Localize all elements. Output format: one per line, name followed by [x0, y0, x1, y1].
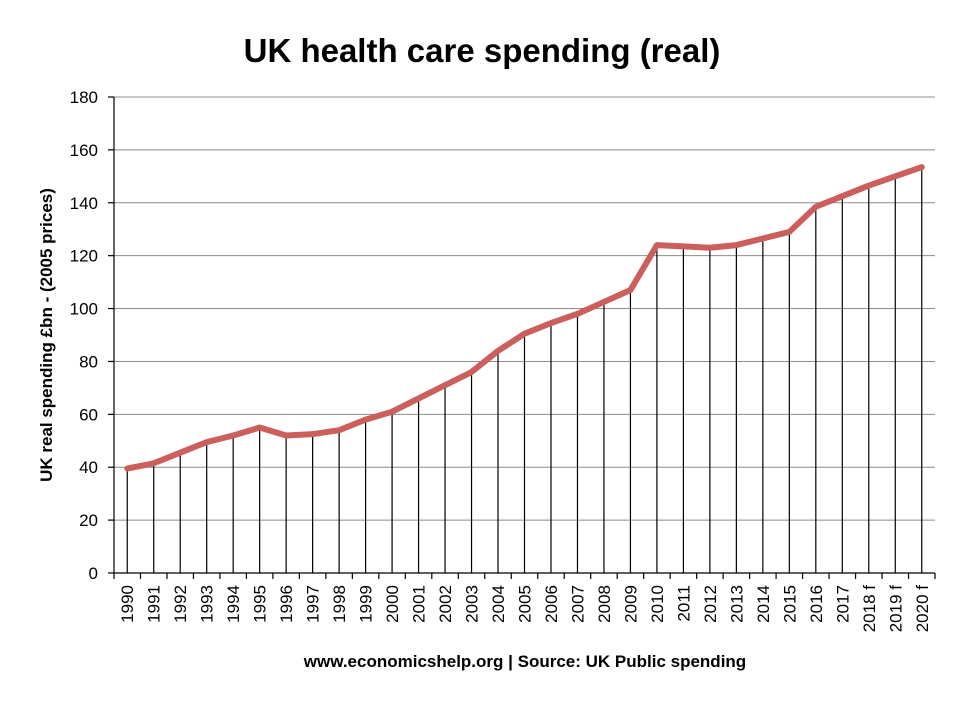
data-point: [548, 320, 554, 326]
data-point: [336, 427, 342, 433]
source-label: www.economicshelp.org | Source: UK Publi…: [303, 652, 746, 671]
y-tick-label: 100: [70, 300, 98, 319]
x-axis-ticks: 1990 1991 1992 1993 1994 1995 1996 1997 1998 1999…: [113, 573, 936, 633]
x-tick-label: 2017: [833, 585, 852, 623]
x-tick-label: 1991: [145, 585, 164, 623]
x-tick-label: 1999: [357, 585, 376, 623]
data-point: [283, 432, 289, 439]
x-tick-label: 2004: [489, 585, 508, 623]
x-tick-label: 2007: [568, 585, 587, 623]
y-tick-label: 0: [89, 564, 98, 583]
chart-title: UK health care spending (real): [244, 32, 721, 69]
gridlines: [114, 96, 935, 521]
data-point: [151, 460, 157, 466]
x-tick-label: 2001: [410, 585, 429, 623]
data-point: [257, 424, 263, 431]
x-tick-label: 1990: [118, 585, 137, 623]
x-tick-label: 2020 f: [913, 585, 932, 633]
x-tick-label: 2019 f: [886, 585, 905, 633]
data-point: [177, 450, 183, 456]
y-tick-label: 120: [70, 247, 98, 266]
x-tick-label: 1993: [198, 585, 217, 623]
y-tick-label: 80: [79, 352, 98, 371]
x-tick-label: 2016: [807, 585, 826, 623]
data-point: [204, 439, 210, 445]
data-point: [468, 369, 475, 375]
x-tick-label: 1998: [330, 585, 349, 623]
data-point: [680, 243, 687, 250]
y-tick-label: 40: [79, 458, 98, 477]
data-point: [442, 382, 448, 388]
data-point: [707, 245, 713, 251]
data-point: [124, 465, 130, 472]
x-tick-label: 1997: [304, 585, 323, 623]
x-tick-label: 2015: [780, 585, 799, 623]
data-point: [919, 164, 925, 170]
data-point: [839, 193, 845, 199]
x-tick-label: 1994: [224, 585, 243, 623]
x-tick-label: 2011: [674, 585, 693, 622]
x-tick-label: 2013: [727, 585, 746, 623]
data-point: [786, 229, 792, 235]
data-point: [230, 432, 236, 439]
data-point: [415, 395, 422, 402]
data-point: [627, 287, 634, 293]
data-point: [362, 417, 369, 423]
x-tick-label: 2005: [516, 585, 535, 623]
data-point: [495, 348, 501, 354]
data-point: [760, 235, 766, 242]
x-tick-label: 2018 f: [860, 585, 879, 633]
data-point: [310, 431, 316, 437]
x-tick-label: 2002: [436, 585, 455, 623]
x-tick-label: 1996: [277, 585, 296, 623]
y-tick-label: 140: [70, 194, 98, 213]
x-tick-label: 1992: [171, 585, 190, 623]
x-tick-label: 2012: [701, 585, 720, 623]
x-tick-label: 1995: [251, 585, 270, 623]
y-tick-label: 180: [70, 88, 98, 107]
x-tick-label: 2009: [621, 585, 640, 623]
data-point: [813, 204, 819, 210]
data-point: [521, 331, 528, 337]
data-point: [866, 182, 872, 189]
y-tick-label: 160: [70, 141, 98, 160]
x-tick-label: 2014: [754, 585, 773, 623]
x-tick-label: 2003: [463, 585, 482, 623]
y-tick-label: 20: [79, 511, 98, 530]
x-tick-label: 2000: [383, 585, 402, 623]
data-point: [733, 242, 739, 248]
data-point: [601, 299, 607, 305]
y-axis-ticks: 0 20 40 60 80 100 120 140 160 180: [70, 88, 114, 583]
data-points: [124, 164, 925, 472]
data-point: [892, 173, 898, 179]
x-tick-label: 2010: [648, 585, 667, 623]
data-point: [654, 242, 660, 248]
y-axis-label: UK real spending £bn - (2005 prices): [37, 188, 56, 482]
data-point: [574, 311, 581, 317]
x-tick-label: 2006: [542, 585, 561, 623]
drop-lines: [126, 167, 923, 573]
y-tick-label: 60: [79, 405, 98, 424]
data-point: [389, 409, 395, 415]
x-tick-label: 2008: [595, 585, 614, 623]
